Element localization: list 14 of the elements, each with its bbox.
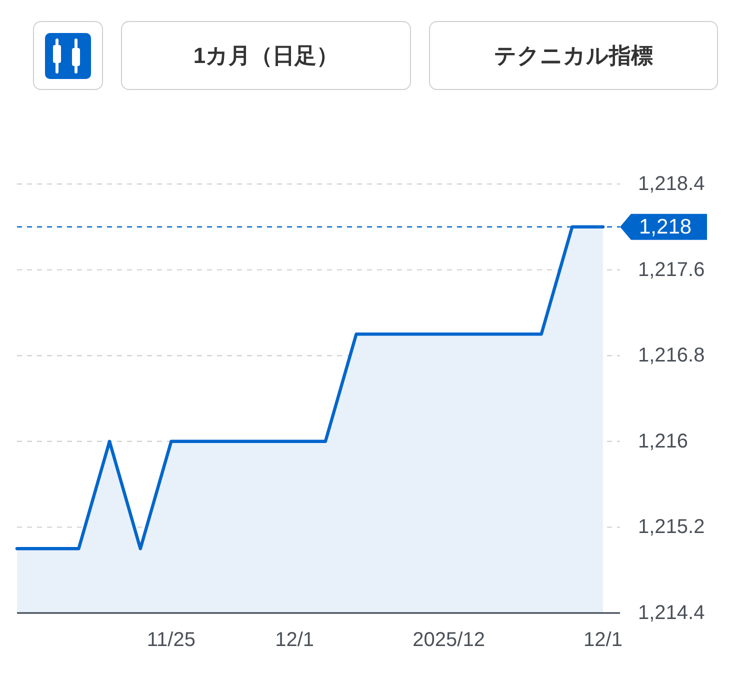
ref-line-label: 1,218: [639, 215, 692, 238]
x-tick-label: 12/1: [275, 629, 314, 651]
y-tick-label: 1,217.6: [638, 258, 705, 281]
y-tick-label: 1,216: [638, 430, 688, 452]
y-tick-label: 1,216.8: [638, 344, 705, 367]
y-tick-label: 1,214.4: [638, 602, 705, 624]
text: 1カ月（日足）: [121, 21, 411, 90]
x-tick-label: 2025/12: [412, 629, 485, 651]
y-tick-label: 1,218.4: [638, 173, 705, 195]
y-tick-label: 1,215.2: [638, 516, 705, 538]
x-tick-label: 11/25: [146, 629, 196, 651]
x-tick-label: 12/1: [584, 629, 622, 651]
ref-line-tag: 1,218: [620, 214, 707, 240]
text: テクニカル指標: [429, 21, 718, 90]
